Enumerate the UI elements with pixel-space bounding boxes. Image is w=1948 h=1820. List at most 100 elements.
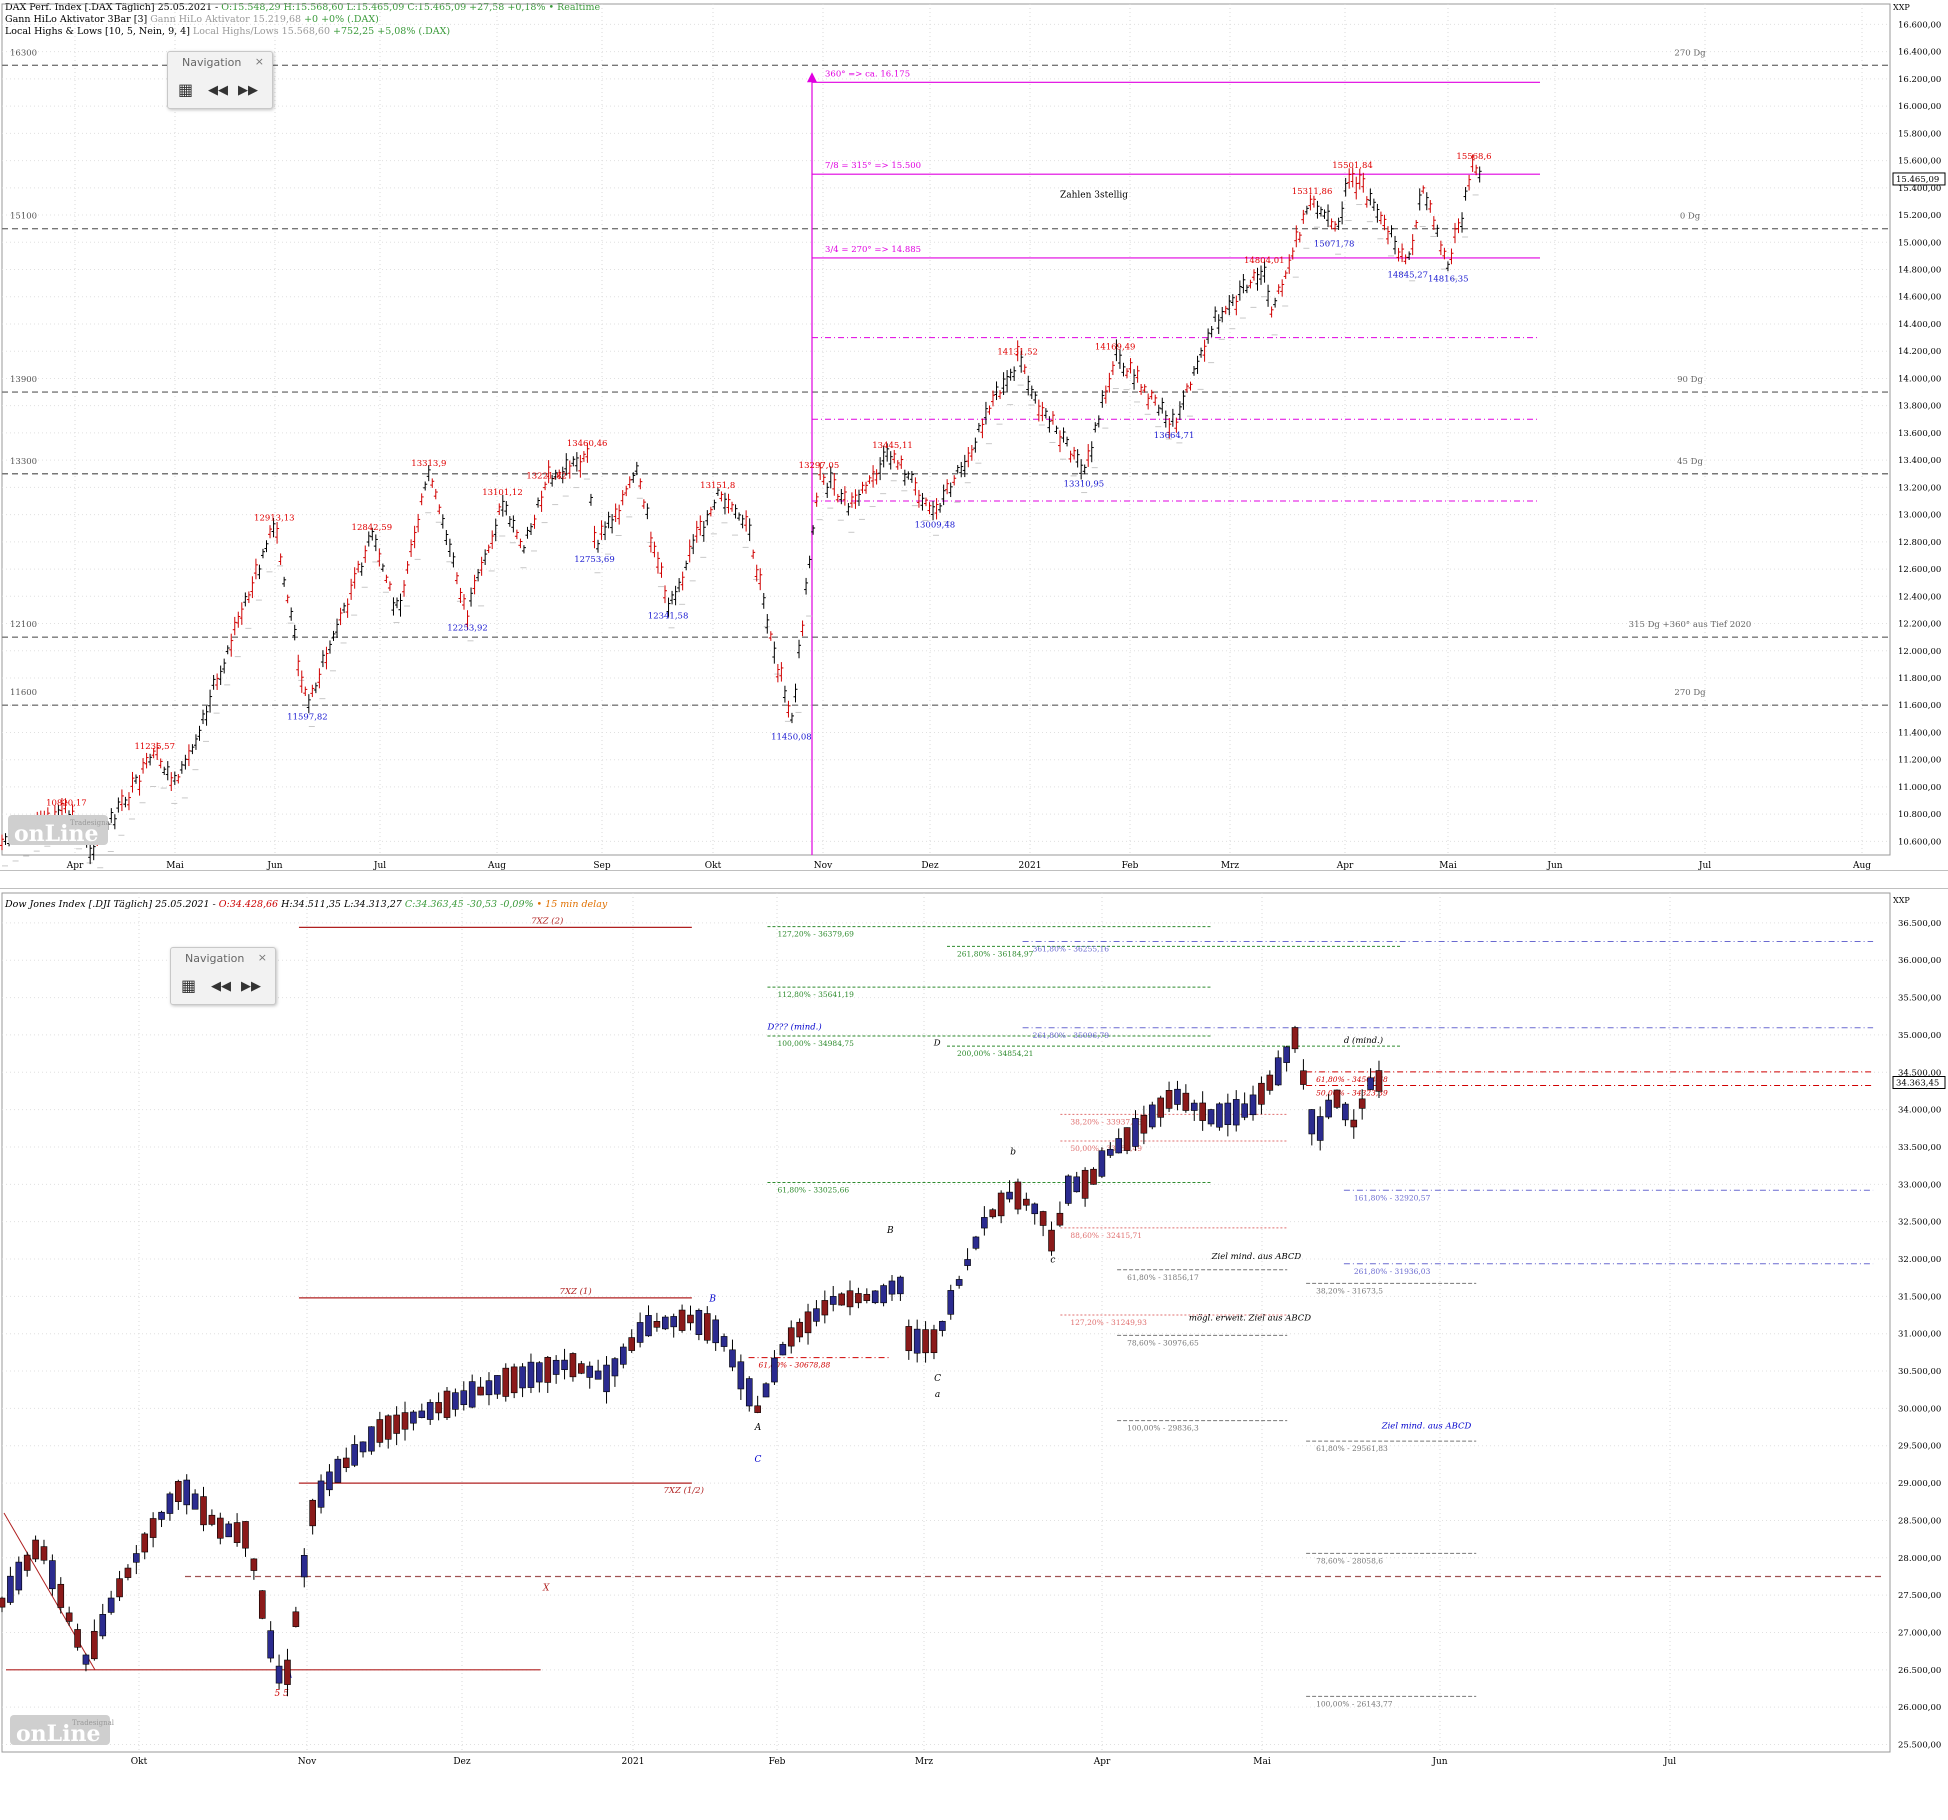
y-tick-label: 13.400,00 <box>1898 456 1941 466</box>
x-tick-label: 2021 <box>622 1757 645 1767</box>
candle-body <box>1274 1057 1282 1086</box>
candle-body <box>754 1405 761 1413</box>
scroll-forward-icon[interactable]: ▶▶ <box>238 83 258 98</box>
scroll-back-icon[interactable]: ◀◀ <box>211 979 231 994</box>
candle-body <box>275 1665 283 1684</box>
candle-body <box>1358 1098 1366 1109</box>
y-tick-label: 10.600,00 <box>1898 837 1941 847</box>
candle-body <box>124 1567 132 1578</box>
candle-body <box>1308 1109 1316 1135</box>
candle-body <box>485 1380 493 1396</box>
candle-body <box>116 1578 123 1598</box>
dow-header-line: Dow Jones Index [.DJI Täglich] 25.05.202… <box>5 899 608 910</box>
candle-body <box>779 1344 787 1356</box>
scroll-back-icon[interactable]: ◀◀ <box>208 83 228 98</box>
x-tick-label: Mai <box>1439 861 1457 870</box>
candle-body <box>191 1493 199 1510</box>
navigation-panel-bottom[interactable]: Navigation × ▦ ◀◀ ▶▶ <box>170 947 276 1005</box>
candle-body <box>653 1320 661 1328</box>
candle-body <box>1014 1181 1022 1210</box>
candle-body <box>620 1346 627 1365</box>
candle-body <box>1266 1074 1274 1091</box>
local-low-label: 11597,82 <box>287 713 328 723</box>
wave-label: 5 5 <box>275 1689 290 1699</box>
candle-body <box>1325 1099 1332 1118</box>
candle-body <box>863 1293 871 1301</box>
candle-body <box>326 1471 333 1491</box>
candle-body <box>1258 1082 1265 1105</box>
candle-body <box>561 1359 568 1371</box>
local-low-label: 15071,78 <box>1314 240 1355 250</box>
dow-chart-svg[interactable]: Okt Nov Dez 2021 Feb Mrz Apr Mai Jun Jul 25.500,00… <box>0 889 1948 1769</box>
candle-body <box>368 1426 375 1452</box>
chart-note: Ziel mind. aus ABCD <box>1211 1252 1302 1262</box>
scroll-forward-icon[interactable]: ▶▶ <box>241 979 261 994</box>
x-tick-label: Feb <box>1122 861 1139 870</box>
y-tick-label: 15.800,00 <box>1898 129 1941 139</box>
close-icon[interactable]: × <box>254 55 264 68</box>
candle-body <box>351 1444 358 1466</box>
local-high-label: 13297,05 <box>799 461 840 471</box>
candle-body <box>175 1481 182 1502</box>
dax-chart-pane[interactable]: DAX Perf. Index [.DAX Täglich] 25.05.202… <box>0 0 1948 871</box>
chart-note: d (mind.) <box>1344 1035 1383 1046</box>
candle-body <box>687 1314 694 1324</box>
local-high-label: 15568,6 <box>1456 152 1491 162</box>
navigation-panel-top[interactable]: Navigation × ▦ ◀◀ ▶▶ <box>167 51 273 109</box>
gann-level-right-label: 270 Dg <box>1674 688 1706 698</box>
candle-body <box>661 1316 669 1330</box>
candle-body <box>594 1370 602 1380</box>
price-badge <box>1892 1076 1946 1090</box>
candle-body <box>1224 1102 1232 1126</box>
y-tick-label: 26.000,00 <box>1898 1703 1941 1713</box>
candle-body <box>1157 1097 1164 1118</box>
x-tick-label: Mrz <box>1221 861 1240 870</box>
dax-chart-svg[interactable]: Apr Mai Jun Jul Aug Sep Okt Nov Dez 2021 Feb Mrz Apr… <box>0 0 1948 870</box>
local-low-label: 13009,48 <box>915 520 956 530</box>
grid-icon[interactable]: ▦ <box>181 976 197 995</box>
wave-label: c <box>1050 1256 1055 1266</box>
candle-body <box>804 1311 812 1334</box>
local-high-label: 12913,13 <box>254 513 295 523</box>
x-tick-label: Jul <box>1663 1757 1676 1767</box>
chart-note: D <box>933 1038 941 1048</box>
y-tick-label: 14.400,00 <box>1898 320 1941 330</box>
candle-body <box>527 1361 535 1388</box>
fib-salmon-label: 50,00% - 33580,49 <box>1070 1144 1142 1153</box>
wave-label: a <box>935 1390 940 1400</box>
y-tick-label: 26.500,00 <box>1898 1666 1941 1676</box>
candle-body <box>300 1555 308 1578</box>
dow-chart-pane[interactable]: Dow Jones Index [.DJI Täglich] 25.05.202… <box>0 888 1948 1769</box>
local-high-label: 13313,9 <box>411 459 446 469</box>
fib-blue-label: 261,80% - 31936,03 <box>1354 1267 1431 1276</box>
candle-body <box>1174 1088 1181 1105</box>
candle-body <box>1291 1027 1299 1050</box>
candle-body <box>15 1561 23 1591</box>
local-high-label: 13445,11 <box>872 441 913 451</box>
gann-level-right-label: 270 Dg <box>1674 48 1706 58</box>
candle-body <box>519 1366 526 1389</box>
gann-level-right-label: 315 Dg +360° aus Tief 2020 <box>1629 620 1752 630</box>
close-icon[interactable]: × <box>257 951 267 964</box>
target-label: 3/4 = 270° => 14.885 <box>825 245 921 255</box>
local-high-label: 13460,46 <box>567 439 608 449</box>
candle-body <box>1232 1099 1240 1126</box>
y-tick-label: 34.500,00 <box>1898 1068 1941 1078</box>
candle-body <box>771 1357 778 1383</box>
candle-body <box>611 1358 619 1377</box>
candle-body <box>0 1597 6 1608</box>
candle-body <box>586 1365 594 1378</box>
candle-body <box>871 1290 879 1304</box>
candle-body <box>1300 1070 1307 1085</box>
candle-body <box>1115 1138 1122 1154</box>
candle-body <box>1039 1211 1047 1226</box>
wave-label: C <box>934 1374 941 1384</box>
candle-body <box>745 1378 753 1407</box>
y-tick-label: 25.500,00 <box>1898 1741 1941 1751</box>
fib-grey-label: 100,00% - 26143,77 <box>1316 1699 1393 1708</box>
grid-icon[interactable]: ▦ <box>178 80 194 99</box>
candle-body <box>1148 1104 1156 1128</box>
local-high-label: 14131,52 <box>997 348 1038 358</box>
y-tick-label: 31.500,00 <box>1898 1292 1941 1302</box>
y-tick-label: 15.000,00 <box>1898 238 1941 248</box>
